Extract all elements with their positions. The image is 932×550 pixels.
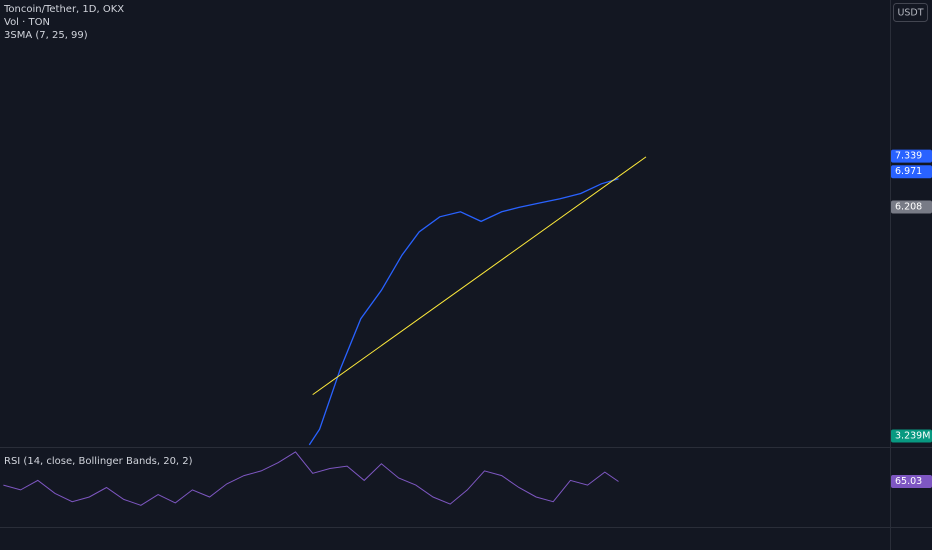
volume-tag-bg <box>891 429 932 443</box>
level-tag: 6.208 <box>895 201 922 212</box>
rsi-tag-bg <box>891 475 932 489</box>
price-pane <box>308 156 647 446</box>
rsi-title: RSI (14, close, Bollinger Bands, 20, 2) <box>4 456 193 467</box>
level-tag-bg <box>891 200 932 214</box>
chart-title: Toncoin/Tether, 1D, OKX <box>3 4 124 15</box>
rsi-tag: 65.03 <box>895 476 922 487</box>
sma-title: 3SMA (7, 25, 99) <box>4 30 88 41</box>
volume-title: Vol · TON <box>4 17 50 28</box>
trend-line <box>312 156 647 396</box>
currency-label[interactable]: USDT <box>897 8 923 19</box>
level-tag-bg <box>891 149 932 163</box>
price-axis: 7.339 6.971 6.208 3.239M 65.03 <box>891 149 932 489</box>
level-tag: 6.971 <box>895 166 922 177</box>
rsi-line <box>3 451 619 506</box>
sma-line <box>308 178 619 446</box>
level-tag-bg <box>891 165 932 179</box>
level-tag: 7.339 <box>895 151 922 162</box>
currency-button[interactable] <box>893 3 928 22</box>
volume-tag: 3.239M <box>895 431 930 442</box>
rsi-pane <box>3 451 619 506</box>
